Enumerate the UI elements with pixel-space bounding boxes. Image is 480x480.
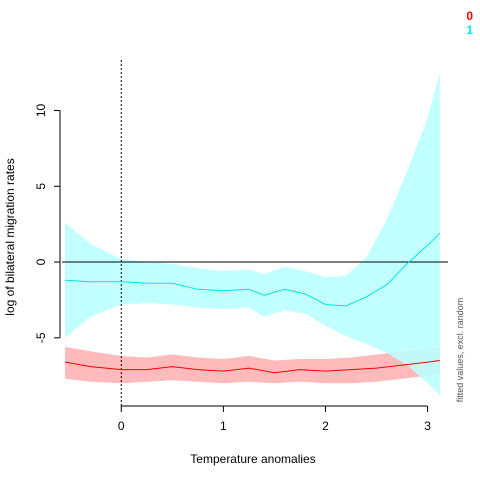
y-axis-label: log of bilateral migration rates [3,158,17,315]
legend: 01 [466,9,473,37]
series-lines [65,232,441,374]
confidence-bands [65,72,440,396]
series-line-0 [65,360,440,374]
x-tick-label: 3 [424,419,431,433]
legend-entry-series-1: 1 [466,23,473,37]
series-line-1 [65,232,441,307]
reference-lines [62,60,448,406]
axes [54,109,429,412]
x-tick-label: 0 [118,419,125,433]
x-axis-label: Temperature anomalies [190,452,315,466]
confidence-band-series-0 [65,346,440,384]
tick-labels: 0 1 2 3 -5 0 5 10 [34,103,431,433]
x-tick-label: 1 [220,419,227,433]
y-tick-label: 5 [34,183,48,190]
y-tick-label: 10 [34,103,48,117]
legend-entry-series-0: 0 [466,9,473,23]
y-tick-label: -5 [34,332,48,343]
side-note: fitted values, excl. random [455,298,465,403]
confidence-band-series-1 [65,72,440,396]
y-tick-label: 0 [34,258,48,265]
x-tick-label: 2 [322,419,329,433]
